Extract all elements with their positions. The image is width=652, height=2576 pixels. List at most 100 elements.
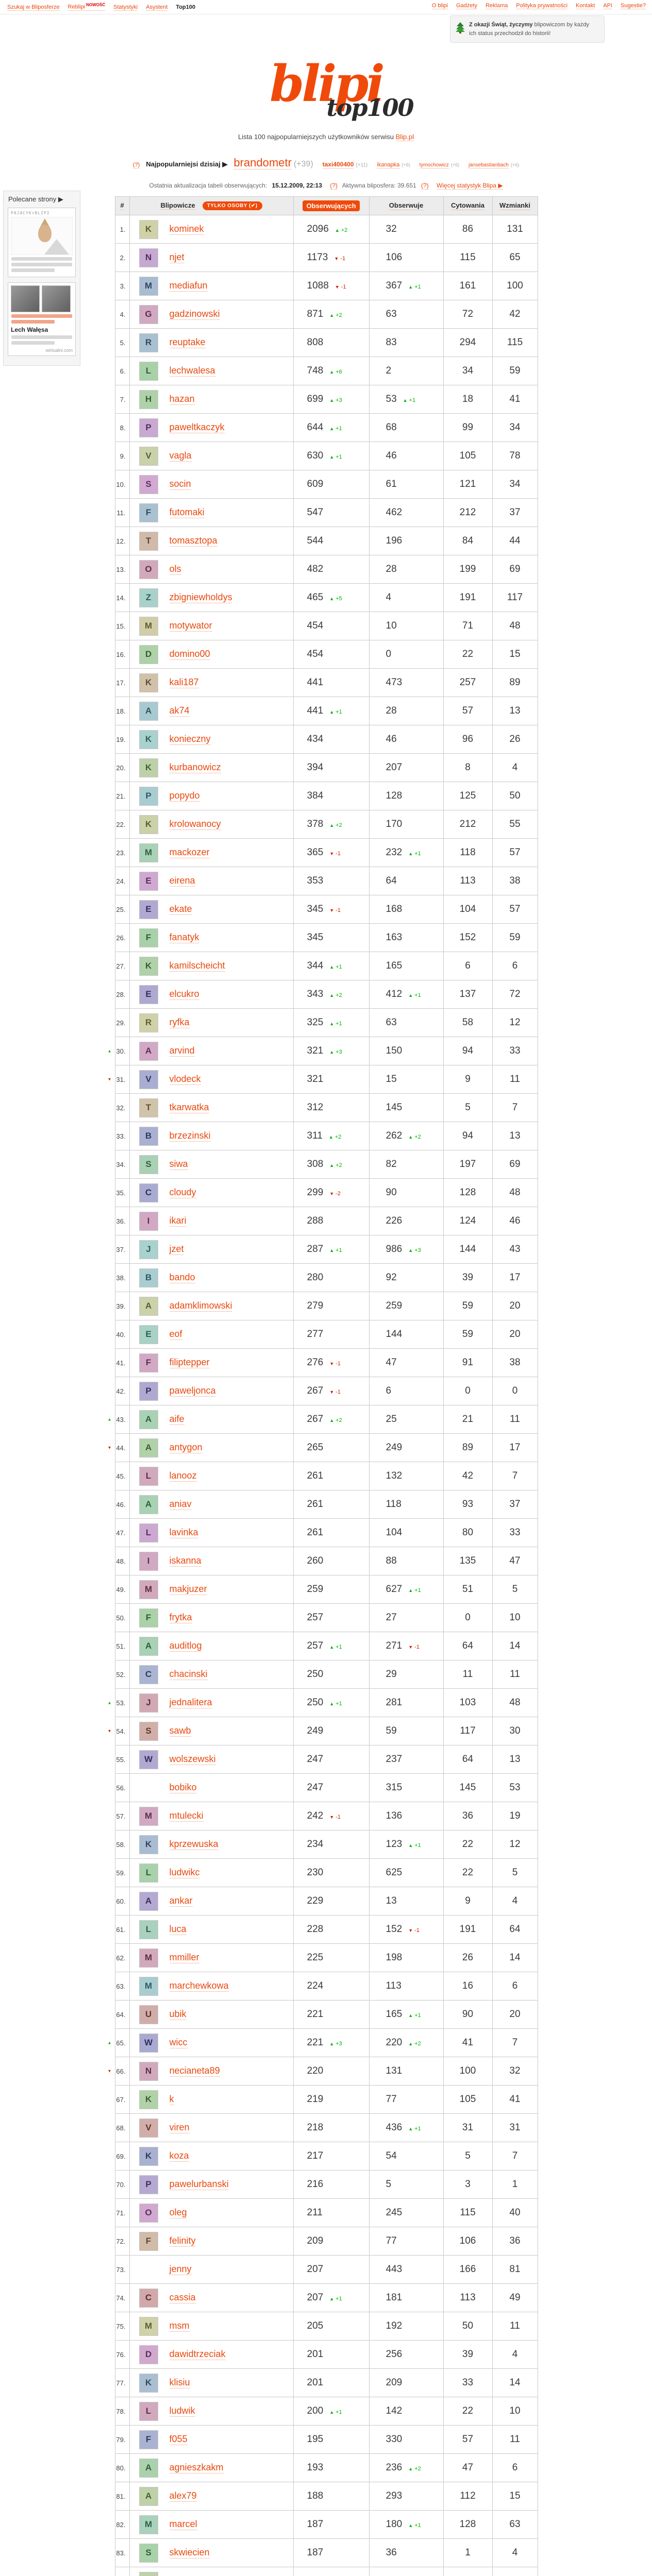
- avatar[interactable]: N: [139, 248, 158, 267]
- avatar[interactable]: A: [139, 1495, 158, 1514]
- username-link[interactable]: vlodeck: [169, 1074, 201, 1086]
- avatar[interactable]: L: [139, 1466, 158, 1486]
- username-link[interactable]: reuptake: [169, 337, 206, 349]
- username-link[interactable]: dawidtrzeciak: [169, 2349, 226, 2361]
- today-user-link[interactable]: taxi400400: [322, 161, 354, 169]
- avatar[interactable]: D: [139, 2345, 158, 2364]
- nav-item-sugestie-[interactable]: Sugestie?: [621, 3, 646, 9]
- username-link[interactable]: cassia: [169, 2292, 196, 2304]
- avatar[interactable]: V: [139, 446, 158, 466]
- avatar[interactable]: A: [139, 2486, 158, 2506]
- username-link[interactable]: luca: [169, 1924, 187, 1936]
- username-link[interactable]: eof: [169, 1329, 182, 1341]
- avatar[interactable]: P: [139, 1381, 158, 1401]
- avatar[interactable]: K: [139, 2146, 158, 2166]
- avatar[interactable]: M: [139, 1948, 158, 1968]
- nav-item-api[interactable]: API: [603, 3, 613, 9]
- username-link[interactable]: oleg: [169, 2207, 187, 2219]
- username-link[interactable]: lavinka: [169, 1527, 198, 1539]
- username-link[interactable]: ubik: [169, 2009, 187, 2021]
- username-link[interactable]: bobiko: [169, 1782, 197, 1794]
- username-link[interactable]: aniav: [169, 1499, 192, 1511]
- avatar[interactable]: P: [139, 786, 158, 806]
- username-link[interactable]: gadzinowski: [169, 309, 220, 320]
- nav-item-gad-ety[interactable]: Gadżety: [456, 3, 477, 9]
- username-link[interactable]: motywator: [169, 620, 212, 632]
- avatar[interactable]: M: [139, 276, 158, 296]
- avatar[interactable]: F: [139, 503, 158, 522]
- avatar[interactable]: S: [139, 1155, 158, 1174]
- nav-item-kontakt[interactable]: Kontakt: [576, 3, 595, 9]
- username-link[interactable]: antygon: [169, 1442, 203, 1454]
- avatar[interactable]: C: [139, 2288, 158, 2308]
- avatar[interactable]: K: [139, 730, 158, 749]
- nav-item-reblipi[interactable]: Reblipi NOWOŚĆ: [68, 3, 106, 11]
- avatar[interactable]: P: [139, 418, 158, 437]
- update-link[interactable]: Więcej statystyk Blipa ▶: [437, 182, 503, 190]
- username-link[interactable]: popydo: [169, 790, 200, 802]
- avatar[interactable]: A: [139, 1041, 158, 1061]
- avatar[interactable]: F: [139, 1353, 158, 1372]
- avatar[interactable]: E: [139, 871, 158, 891]
- avatar[interactable]: A: [139, 1438, 158, 1458]
- nav-item-szukaj-w-bliposferze[interactable]: Szukaj w Bliposferze: [7, 4, 60, 11]
- username-link[interactable]: ols: [169, 564, 181, 575]
- avatar[interactable]: K: [139, 956, 158, 976]
- avatar[interactable]: N: [139, 2061, 158, 2081]
- walesa-ad[interactable]: Lech Wałęsa wirtualni.com: [8, 282, 76, 356]
- avatar[interactable]: S: [139, 2543, 158, 2563]
- username-link[interactable]: mmiller: [169, 1952, 199, 1964]
- username-link[interactable]: siwa: [169, 1159, 188, 1171]
- username-link[interactable]: kali187: [169, 677, 199, 689]
- avatar[interactable]: L: [139, 1920, 158, 1939]
- avatar[interactable]: K: [139, 1835, 158, 1854]
- avatar[interactable]: J: [139, 1693, 158, 1713]
- username-link[interactable]: msm: [169, 2320, 190, 2332]
- username-link[interactable]: kamilscheicht: [169, 960, 225, 972]
- avatar[interactable]: K: [139, 2373, 158, 2393]
- username-link[interactable]: adamklimowski: [169, 1300, 232, 1312]
- username-link[interactable]: jzet: [169, 1244, 184, 1256]
- avatar[interactable]: E: [139, 900, 158, 919]
- username-link[interactable]: bando: [169, 1272, 195, 1284]
- update-link[interactable]: (?): [330, 182, 338, 190]
- username-link[interactable]: mtulecki: [169, 1810, 204, 1822]
- avatar[interactable]: A: [139, 2458, 158, 2478]
- username-link[interactable]: eirena: [169, 875, 195, 887]
- avatar[interactable]: W: [139, 2033, 158, 2053]
- avatar[interactable]: F: [139, 1608, 158, 1628]
- username-link[interactable]: ekate: [169, 904, 192, 916]
- avatar[interactable]: M: [139, 2515, 158, 2534]
- username-link[interactable]: ak74: [169, 705, 190, 717]
- username-link[interactable]: agnieszkakm: [169, 2462, 224, 2474]
- avatar[interactable]: K: [139, 219, 158, 239]
- username-link[interactable]: njet: [169, 252, 185, 264]
- avatar[interactable]: C: [139, 1183, 158, 1202]
- username-link[interactable]: wicc: [169, 2037, 188, 2049]
- username-link[interactable]: futomaki: [169, 507, 205, 519]
- avatar[interactable]: D: [139, 645, 158, 664]
- avatar[interactable]: E: [139, 985, 158, 1004]
- username-link[interactable]: paweljonca: [169, 1385, 216, 1397]
- avatar[interactable]: R: [139, 1013, 158, 1032]
- username-link[interactable]: skwiecien: [169, 2547, 210, 2559]
- nav-item-statystyki[interactable]: Statystyki: [113, 4, 138, 11]
- username-link[interactable]: cloudy: [169, 1187, 196, 1199]
- username-link[interactable]: alex79: [169, 2490, 197, 2502]
- username-link[interactable]: pawelurbanski: [169, 2179, 229, 2191]
- avatar[interactable]: M: [139, 2316, 158, 2336]
- avatar[interactable]: K: [139, 815, 158, 834]
- username-link[interactable]: zbigniewholdys: [169, 592, 232, 604]
- header-followers-sorted[interactable]: Obserwujących: [293, 196, 370, 216]
- username-link[interactable]: marchewkowa: [169, 1980, 229, 1992]
- header-user-label[interactable]: Blipowicze: [160, 201, 195, 210]
- avatar[interactable]: T: [139, 1098, 158, 1117]
- username-link[interactable]: mediafun: [169, 280, 208, 292]
- username-link[interactable]: felinity: [169, 2235, 196, 2247]
- username-link[interactable]: ludwik: [169, 2405, 195, 2417]
- nav-item-polityka-prywatno-ci[interactable]: Polityka prywatności: [516, 3, 568, 9]
- username-link[interactable]: mackozer: [169, 847, 210, 859]
- username-link[interactable]: jednalitera: [169, 1697, 212, 1709]
- username-link[interactable]: k: [169, 2094, 174, 2106]
- avatar[interactable]: C: [139, 1665, 158, 1684]
